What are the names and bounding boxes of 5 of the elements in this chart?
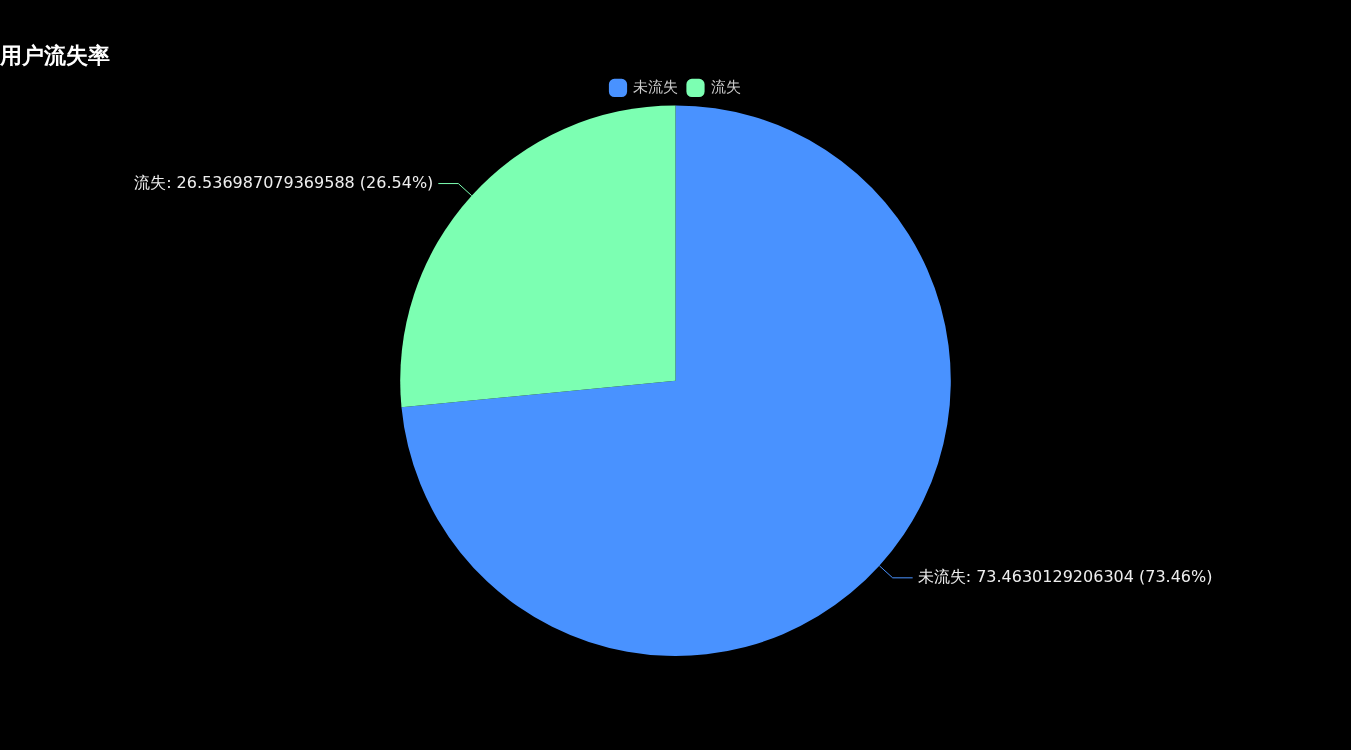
data-label: 流失: 26.536987079369588 (26.54%)	[134, 172, 434, 192]
legend-label: 流失	[710, 77, 741, 96]
data-label: 未流失: 73.4630129206304 (73.46%)	[917, 567, 1213, 586]
legend-label: 未流失	[633, 77, 678, 96]
chart-title: 用户流失率	[0, 42, 110, 68]
